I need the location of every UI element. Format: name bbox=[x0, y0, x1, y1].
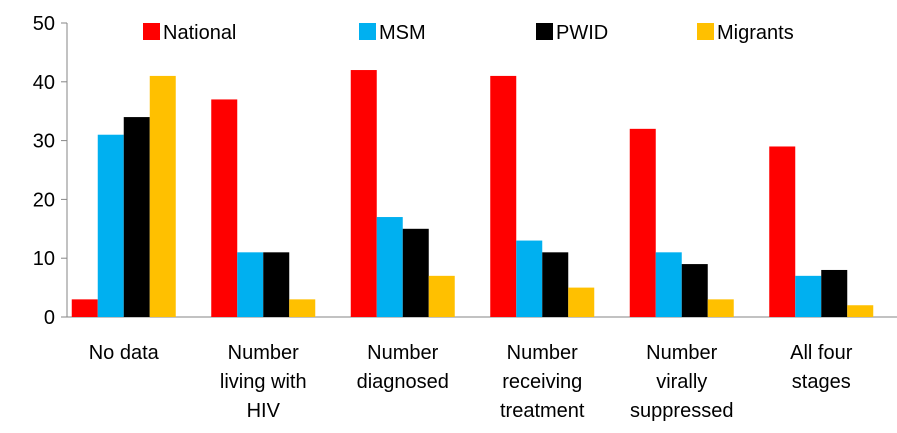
y-tick-label: 40 bbox=[33, 72, 55, 94]
x-tick-label-line: stages bbox=[792, 371, 851, 393]
y-tick-label: 20 bbox=[33, 189, 55, 211]
axes: 0 10 20 30 40 50 bbox=[33, 13, 897, 329]
legend-label-pwid: PWID bbox=[556, 22, 608, 44]
y-tick-label: 30 bbox=[33, 131, 55, 153]
bars bbox=[71, 70, 874, 317]
x-tick-label-line: Number bbox=[646, 342, 717, 364]
bar-migrants bbox=[289, 299, 316, 317]
legend-swatch-msm bbox=[359, 23, 376, 40]
x-tick-label: Number living with HIV bbox=[220, 342, 307, 422]
x-tick-label-line: No data bbox=[89, 342, 160, 364]
x-tick-label-line: HIV bbox=[247, 400, 281, 422]
bar-migrants bbox=[847, 305, 874, 317]
legend-swatch-pwid bbox=[536, 23, 553, 40]
bar-migrants bbox=[707, 299, 734, 317]
bar-national bbox=[629, 128, 656, 317]
bar-migrants bbox=[149, 75, 176, 317]
legend-label-national: National bbox=[163, 22, 236, 44]
bar-pwid bbox=[123, 117, 150, 317]
x-tick-label: All four stages bbox=[790, 342, 853, 393]
category-labels: No data Number living with HIV Number diagnos… bbox=[89, 342, 853, 422]
x-tick-label-line: diagnosed bbox=[357, 371, 449, 393]
x-tick-label-line: All four bbox=[790, 342, 853, 364]
y-tick-label: 0 bbox=[44, 307, 55, 329]
bar-pwid bbox=[821, 269, 848, 317]
bar-migrants bbox=[568, 287, 595, 317]
y-tick-label: 50 bbox=[33, 13, 55, 35]
bar-national bbox=[490, 75, 517, 317]
x-tick-label-line: Number bbox=[228, 342, 299, 364]
bar-national bbox=[71, 299, 98, 317]
legend-label-msm: MSM bbox=[379, 22, 426, 44]
bar-msm bbox=[795, 275, 822, 317]
x-tick-label: Number virally suppressed bbox=[630, 342, 733, 422]
bar-msm bbox=[237, 252, 264, 317]
x-tick-label-line: Number bbox=[507, 342, 578, 364]
bar-national bbox=[211, 99, 238, 317]
bar-msm bbox=[655, 252, 682, 317]
bar-national bbox=[769, 146, 796, 317]
x-tick-label-line: suppressed bbox=[630, 400, 733, 422]
bar-msm bbox=[376, 217, 403, 317]
bar-pwid bbox=[681, 264, 708, 317]
bar-national bbox=[350, 70, 377, 317]
bar-pwid bbox=[263, 252, 290, 317]
legend-label-migrants: Migrants bbox=[717, 22, 794, 44]
bar-migrants bbox=[428, 275, 455, 317]
bar-pwid bbox=[402, 228, 429, 317]
x-tick-label-line: receiving bbox=[502, 371, 582, 393]
bar-pwid bbox=[542, 252, 569, 317]
x-tick-label-line: living with bbox=[220, 371, 307, 393]
x-tick-label-line: virally bbox=[656, 371, 707, 393]
x-tick-label: Number receiving treatment bbox=[500, 342, 585, 422]
x-tick-label-line: Number bbox=[367, 342, 438, 364]
x-tick-label: Number diagnosed bbox=[357, 342, 449, 393]
y-tick-label: 10 bbox=[33, 248, 55, 270]
legend-swatch-migrants bbox=[697, 23, 714, 40]
x-tick-label-line: treatment bbox=[500, 400, 585, 422]
legend-swatch-national bbox=[143, 23, 160, 40]
bar-msm bbox=[97, 134, 124, 317]
legend: National MSM PWID Migrants bbox=[143, 22, 794, 44]
x-tick-label: No data bbox=[89, 342, 160, 364]
bar-msm bbox=[516, 240, 543, 317]
